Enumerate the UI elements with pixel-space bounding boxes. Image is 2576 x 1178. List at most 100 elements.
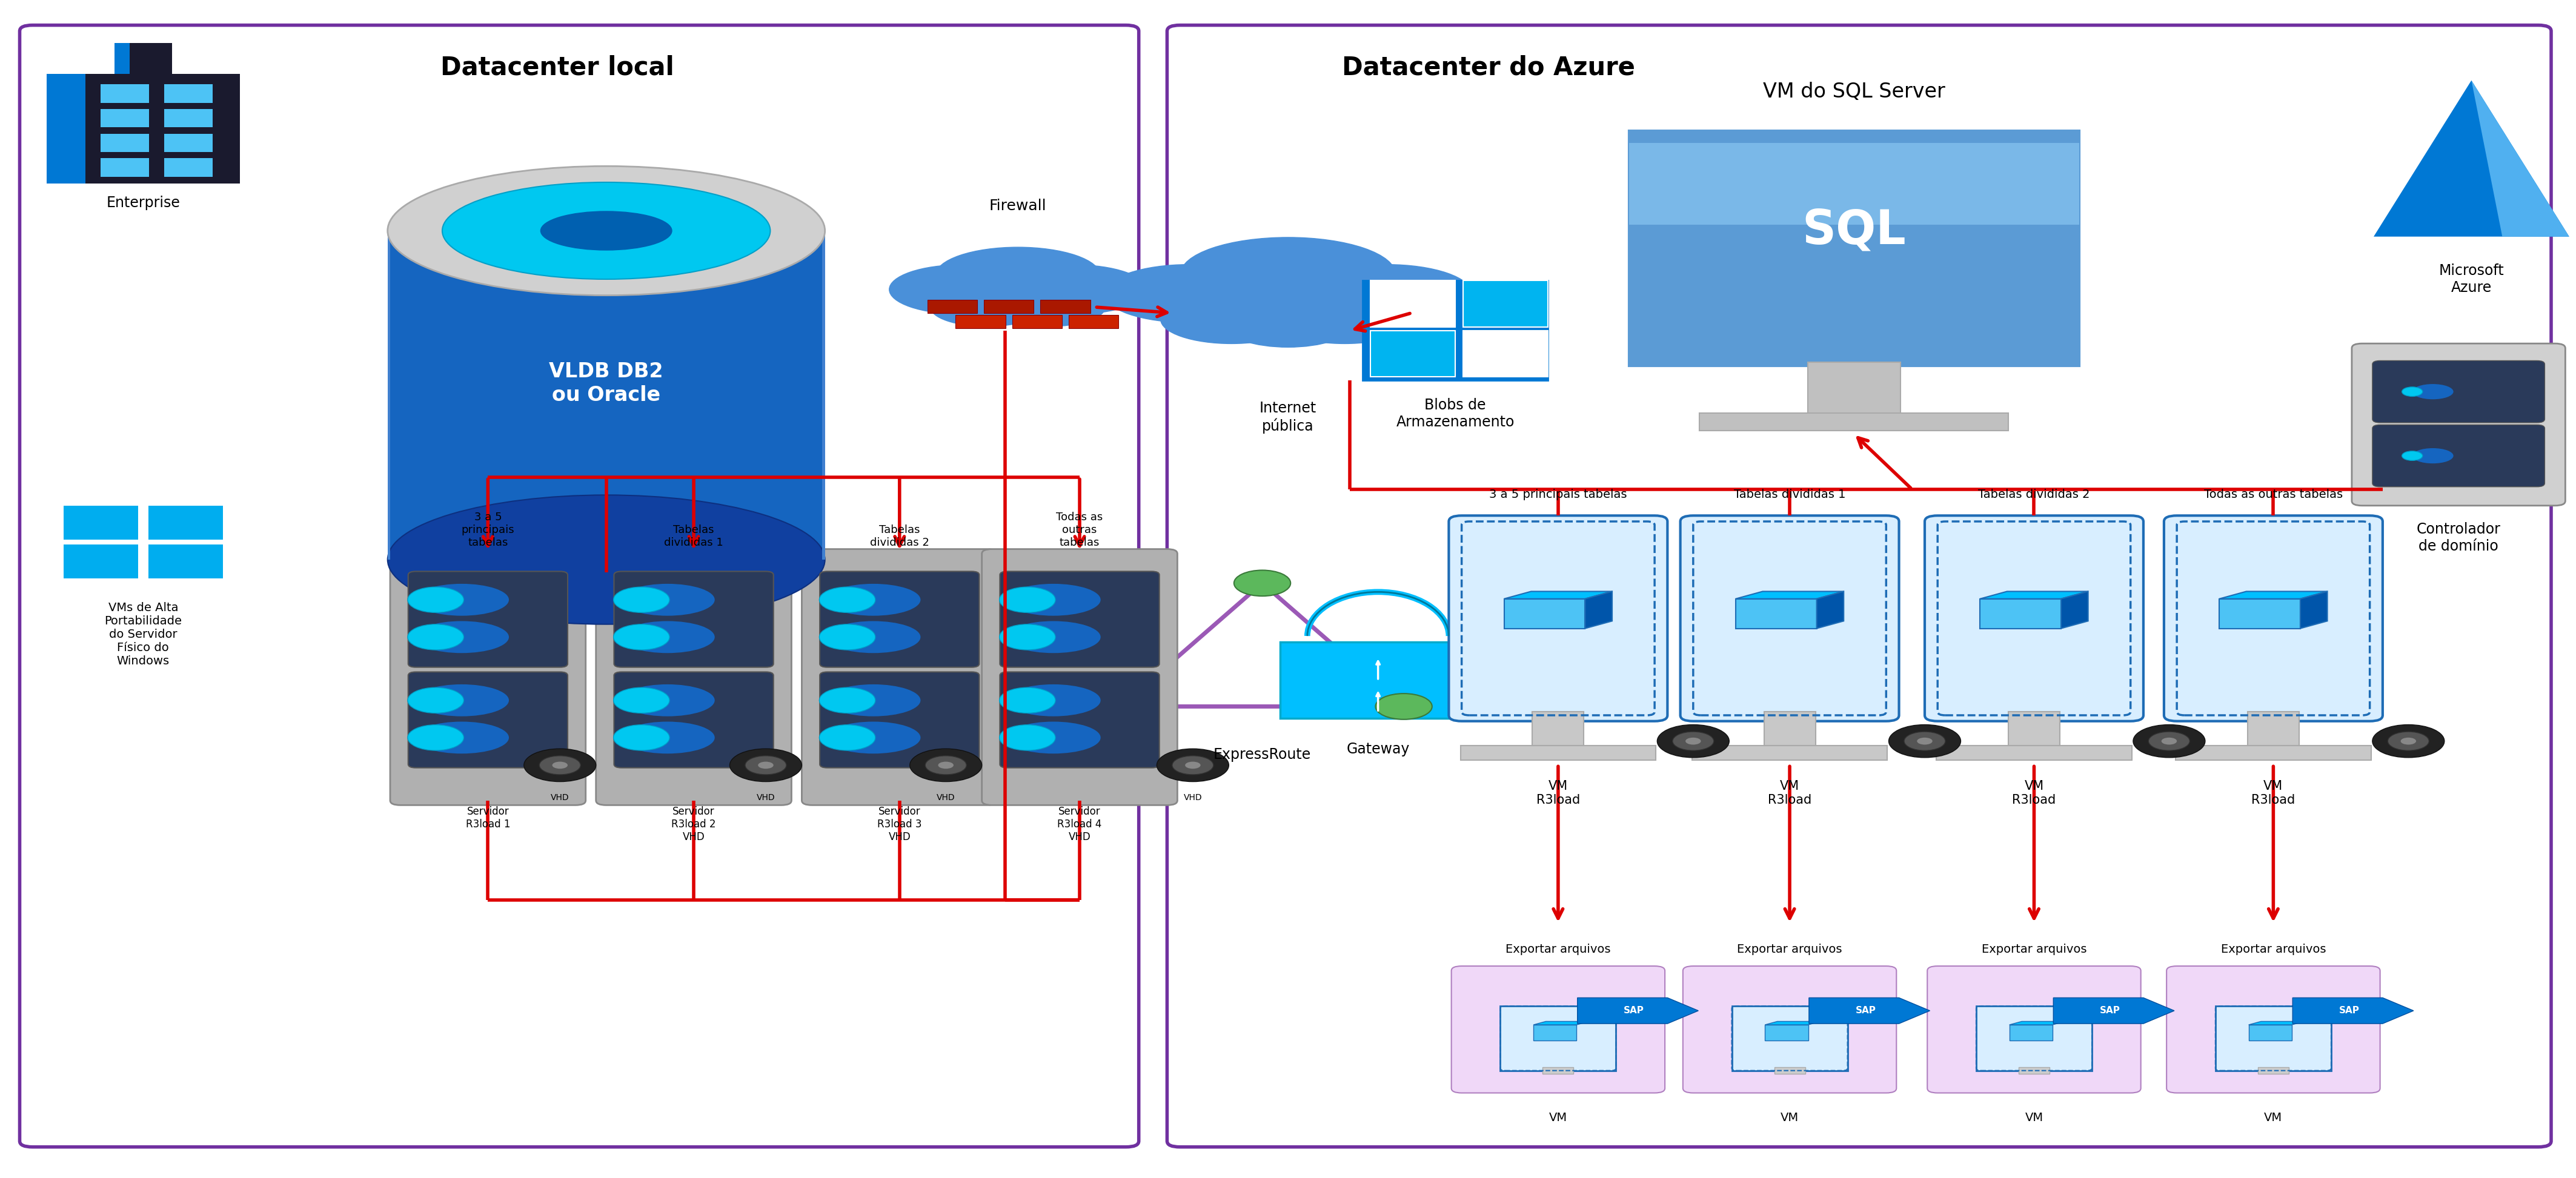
- Bar: [1976, 1006, 2092, 1071]
- Text: Blobs de
Armazenamento: Blobs de Armazenamento: [1396, 398, 1515, 430]
- Bar: [1937, 746, 2133, 760]
- Text: VM
R3load: VM R3load: [1535, 780, 1579, 806]
- Ellipse shape: [1917, 737, 1932, 744]
- Ellipse shape: [1092, 694, 1149, 720]
- Ellipse shape: [613, 624, 670, 650]
- Ellipse shape: [415, 684, 510, 716]
- Bar: [64, 505, 139, 540]
- Ellipse shape: [729, 749, 801, 782]
- Text: SAP: SAP: [1855, 1006, 1875, 1015]
- Bar: [1775, 1067, 1806, 1074]
- Bar: [1731, 1006, 1847, 1071]
- Ellipse shape: [407, 624, 464, 650]
- Ellipse shape: [2372, 724, 2445, 757]
- Text: VM: VM: [2264, 1112, 2282, 1123]
- Ellipse shape: [415, 621, 510, 653]
- Ellipse shape: [415, 722, 510, 754]
- Text: Servidor
R3load 4
VHD: Servidor R3load 4 VHD: [1056, 806, 1103, 842]
- Text: ExpressRoute: ExpressRoute: [1213, 748, 1311, 762]
- Bar: [1765, 712, 1816, 753]
- Bar: [386, 231, 824, 560]
- Bar: [2215, 1006, 2331, 1071]
- FancyBboxPatch shape: [1450, 966, 1664, 1093]
- Ellipse shape: [930, 287, 1043, 326]
- Ellipse shape: [925, 756, 966, 775]
- FancyBboxPatch shape: [2164, 516, 2383, 721]
- Text: Internet
pública: Internet pública: [1260, 401, 1316, 434]
- FancyBboxPatch shape: [1682, 966, 1896, 1093]
- Bar: [1463, 280, 1548, 327]
- Ellipse shape: [999, 587, 1056, 613]
- Bar: [1700, 412, 2009, 430]
- Ellipse shape: [999, 624, 1056, 650]
- Text: Controlador
de domínio: Controlador de domínio: [2416, 522, 2501, 554]
- Bar: [1504, 598, 1584, 628]
- Text: Gateway: Gateway: [1347, 742, 1409, 756]
- Text: Datacenter local: Datacenter local: [440, 54, 675, 80]
- Ellipse shape: [992, 287, 1105, 326]
- FancyBboxPatch shape: [2352, 344, 2566, 505]
- FancyBboxPatch shape: [613, 671, 773, 768]
- Ellipse shape: [1002, 265, 1146, 315]
- Text: Datacenter do Azure: Datacenter do Azure: [1342, 54, 1636, 80]
- Bar: [165, 134, 214, 152]
- Ellipse shape: [621, 584, 714, 616]
- FancyBboxPatch shape: [819, 571, 979, 667]
- Ellipse shape: [889, 265, 1033, 315]
- Polygon shape: [2293, 998, 2414, 1024]
- Bar: [149, 505, 224, 540]
- Bar: [165, 110, 214, 127]
- Ellipse shape: [819, 587, 876, 613]
- Bar: [2249, 712, 2298, 753]
- Ellipse shape: [1301, 265, 1471, 323]
- Ellipse shape: [613, 587, 670, 613]
- Text: Todas as
outras
tabelas: Todas as outras tabelas: [1056, 511, 1103, 548]
- FancyBboxPatch shape: [595, 549, 791, 805]
- Bar: [1370, 331, 1455, 377]
- FancyBboxPatch shape: [2372, 360, 2545, 423]
- Bar: [165, 158, 214, 177]
- Text: Servidor
R3load 2
VHD: Servidor R3load 2 VHD: [672, 806, 716, 842]
- Bar: [2177, 746, 2370, 760]
- Text: Exportar arquivos: Exportar arquivos: [2221, 944, 2326, 955]
- Text: SAP: SAP: [2339, 1006, 2360, 1015]
- FancyBboxPatch shape: [2166, 966, 2380, 1093]
- Polygon shape: [1584, 591, 1613, 628]
- Bar: [984, 299, 1033, 313]
- Text: Servidor
R3load 1: Servidor R3load 1: [466, 806, 510, 829]
- Bar: [1533, 1025, 1577, 1040]
- Ellipse shape: [999, 688, 1056, 713]
- Ellipse shape: [827, 722, 920, 754]
- Polygon shape: [2470, 80, 2568, 237]
- Ellipse shape: [909, 749, 981, 782]
- Ellipse shape: [1685, 737, 1700, 744]
- Polygon shape: [1533, 1021, 1589, 1025]
- Text: SAP: SAP: [1623, 1006, 1643, 1015]
- FancyBboxPatch shape: [819, 671, 979, 768]
- Ellipse shape: [2133, 724, 2205, 757]
- Ellipse shape: [2411, 448, 2452, 463]
- Text: SQL: SQL: [1803, 207, 1906, 253]
- Text: Microsoft
Azure: Microsoft Azure: [2439, 264, 2504, 294]
- Ellipse shape: [415, 584, 510, 616]
- Text: Todas as outras tabelas: Todas as outras tabelas: [2205, 489, 2342, 501]
- Ellipse shape: [1007, 684, 1100, 716]
- Text: VM: VM: [1548, 1112, 1566, 1123]
- Polygon shape: [2221, 591, 2326, 598]
- Ellipse shape: [1226, 305, 1350, 348]
- Ellipse shape: [819, 624, 876, 650]
- Ellipse shape: [1162, 296, 1301, 344]
- Ellipse shape: [1007, 621, 1100, 653]
- Text: SAP: SAP: [2099, 1006, 2120, 1015]
- Ellipse shape: [2388, 732, 2429, 750]
- Ellipse shape: [935, 247, 1100, 304]
- Ellipse shape: [1172, 756, 1213, 775]
- Ellipse shape: [1234, 570, 1291, 596]
- Bar: [1981, 598, 2061, 628]
- Text: Exportar arquivos: Exportar arquivos: [1504, 944, 1610, 955]
- Bar: [1692, 746, 1888, 760]
- FancyBboxPatch shape: [999, 671, 1159, 768]
- Ellipse shape: [2401, 451, 2421, 461]
- Ellipse shape: [2148, 732, 2190, 750]
- FancyBboxPatch shape: [981, 549, 1177, 805]
